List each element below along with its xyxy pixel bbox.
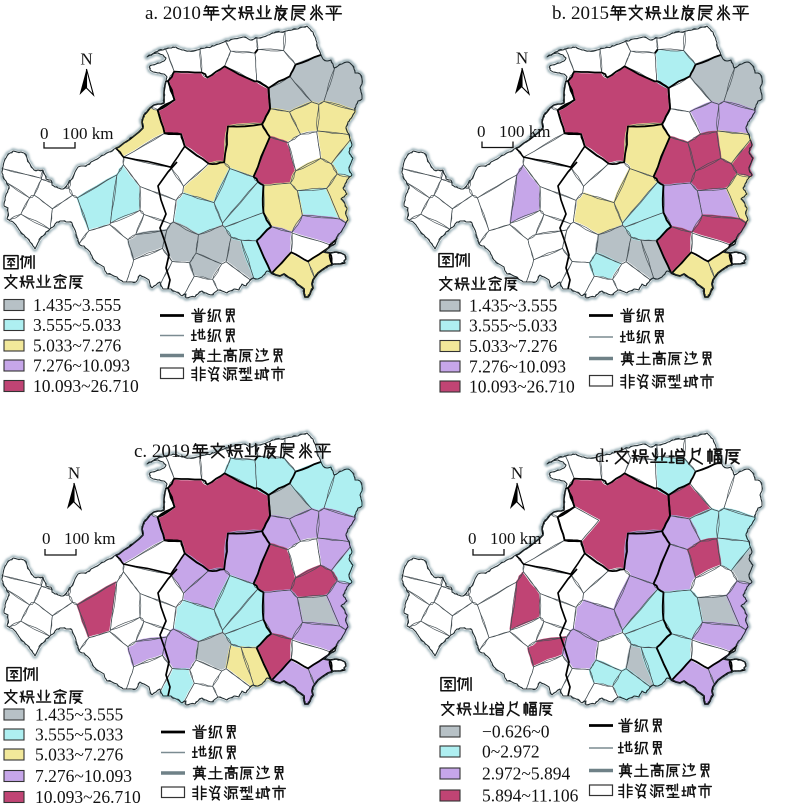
svg-text:0~2.972: 0~2.972 — [482, 742, 540, 762]
svg-text:5.033~7.276: 5.033~7.276 — [35, 745, 123, 765]
svg-text:3.555~5.033: 3.555~5.033 — [35, 725, 123, 745]
svg-text:N: N — [68, 464, 80, 483]
svg-text:7.276~10.093: 7.276~10.093 — [469, 357, 566, 377]
svg-text:−0.626~0: −0.626~0 — [482, 722, 550, 742]
svg-text:3.555~5.033: 3.555~5.033 — [33, 315, 121, 335]
svg-text:a. 2010: a. 2010 — [145, 3, 201, 24]
svg-text:7.276~10.093: 7.276~10.093 — [33, 356, 130, 376]
svg-text:d.: d. — [595, 446, 609, 467]
svg-text:100 km: 100 km — [499, 122, 550, 141]
svg-text:1.435~3.555: 1.435~3.555 — [33, 295, 121, 315]
svg-text:100 km: 100 km — [490, 529, 541, 548]
svg-text:10.093~26.710: 10.093~26.710 — [33, 376, 139, 396]
svg-text:10.093~26.710: 10.093~26.710 — [469, 377, 575, 397]
svg-text:1.435~3.555: 1.435~3.555 — [469, 296, 557, 316]
svg-text:N: N — [511, 464, 523, 483]
svg-text:N: N — [80, 50, 92, 69]
svg-text:1.435~3.555: 1.435~3.555 — [35, 705, 123, 725]
svg-text:c. 2019: c. 2019 — [134, 441, 190, 462]
svg-text:2.972~5.894: 2.972~5.894 — [482, 764, 570, 784]
svg-text:0: 0 — [40, 124, 49, 143]
svg-text:3.555~5.033: 3.555~5.033 — [469, 316, 557, 336]
svg-text:N: N — [516, 49, 528, 68]
svg-text:0: 0 — [477, 122, 486, 141]
svg-text:7.276~10.093: 7.276~10.093 — [35, 766, 132, 786]
svg-text:5.033~7.276: 5.033~7.276 — [33, 336, 121, 356]
svg-text:5.033~7.276: 5.033~7.276 — [469, 336, 557, 356]
svg-text:0: 0 — [468, 529, 477, 548]
svg-text:100 km: 100 km — [64, 529, 115, 548]
svg-text:100 km: 100 km — [62, 124, 113, 143]
svg-text:b. 2015: b. 2015 — [552, 3, 609, 24]
svg-text:10.093~26.710: 10.093~26.710 — [35, 787, 141, 807]
svg-text:0: 0 — [42, 529, 51, 548]
svg-text:5.894~11.106: 5.894~11.106 — [482, 786, 579, 806]
